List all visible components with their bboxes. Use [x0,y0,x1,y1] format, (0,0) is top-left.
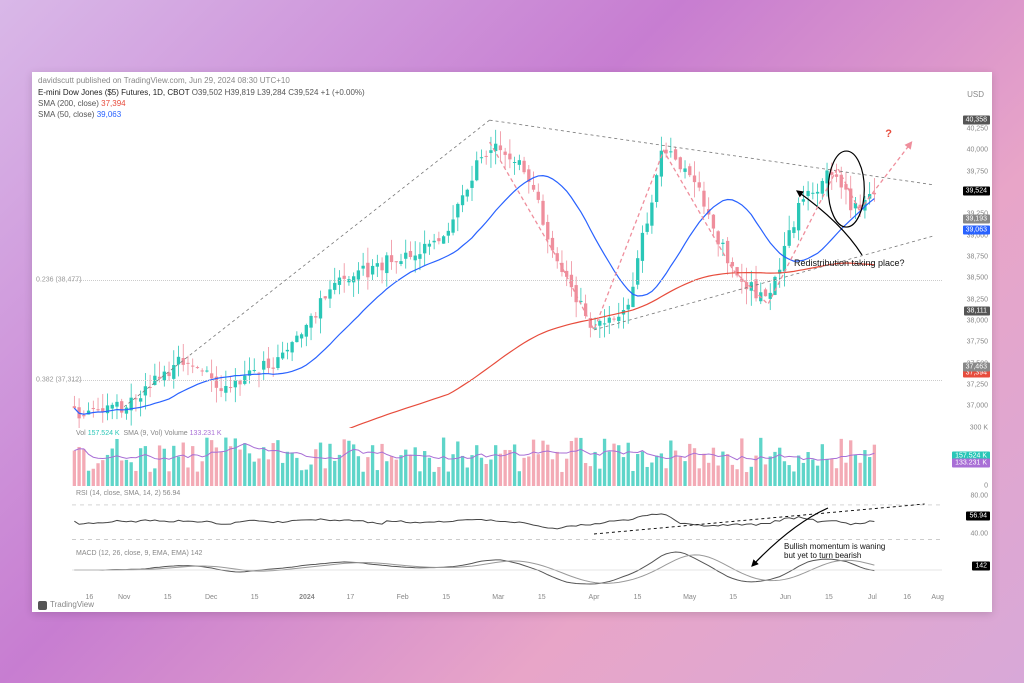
time-tick: Apr [589,594,600,601]
time-tick: Jun [780,594,791,601]
symbol-label: E-mini Dow Jones ($5) Futures, 1D, CBOT [38,88,189,97]
time-tick: May [683,594,696,601]
arrow-icon [742,504,832,574]
time-tick: 15 [251,594,259,601]
price-tick: 38,500 [967,275,988,282]
price-tick: 37,000 [967,403,988,410]
price-tick: 38,750 [967,253,988,260]
sma200-label: SMA (200, close) [38,99,99,108]
time-tick: 16 [903,594,911,601]
sma-alt-tag: 39,193 [963,215,990,224]
time-tick: 15 [729,594,737,601]
sma200-value: 37,394 [101,99,125,108]
tradingview-logo: TradingView [38,600,94,609]
time-tick: 15 [442,594,450,601]
sma50-tag: 39,063 [963,226,990,235]
price-tick: 39,750 [967,168,988,175]
price-tick: 38,000 [967,317,988,324]
time-tick: 15 [825,594,833,601]
price-tick: 40,250 [967,125,988,132]
attribution-text: davidscutt published on TradingView.com,… [32,72,992,85]
chart-panes: 40,25040,00039,75039,50039,25039,00038,7… [32,108,992,612]
volume-pane[interactable]: Vol 157.524 K SMA (9, Vol) Volume 133.23… [32,428,992,488]
time-tick: 15 [164,594,172,601]
volume-y-axis: 300 K157.524 K133.231 K0 [944,428,992,488]
time-tick: Nov [118,594,130,601]
time-tick: Mar [492,594,504,601]
x-tag: 37,463 [963,362,990,371]
last-tag: 39,524 [963,186,990,195]
time-tick: 15 [634,594,642,601]
ohlc-label: O39,502 H39,819 L39,284 C39,524 +1 (+0.0… [192,88,365,97]
high-tag: 40,358 [963,115,990,124]
price-tick: 40,000 [967,147,988,154]
macd-pane[interactable]: MACD (12, 26, close, 9, EMA, EMA) 142 14… [32,548,992,592]
time-tick: Feb [397,594,409,601]
price-y-axis: 40,25040,00039,75039,50039,25039,00038,7… [944,108,992,428]
time-tick: Aug [931,594,943,601]
volume-indicator-label: Vol 157.524 K SMA (9, Vol) Volume 133.23… [76,430,222,437]
currency-label: USD [967,90,984,99]
price-tick: 37,750 [967,339,988,346]
low-tag: 38,111 [964,307,990,316]
price-tick: 38,250 [967,296,988,303]
price-tick: 37,250 [967,381,988,388]
rsi-pane[interactable]: RSI (14, close, SMA, 14, 2) 56.94 80.005… [32,488,992,548]
price-overlay [72,108,942,428]
price-pane[interactable]: 40,25040,00039,75039,50039,25039,00038,7… [32,108,992,428]
time-tick: 2024 [299,594,315,601]
macd-indicator-label: MACD (12, 26, close, 9, EMA, EMA) 142 [76,550,202,557]
time-tick: Jul [868,594,877,601]
rsi-y-axis: 80.0056.9440.00 [944,488,992,548]
time-tick: 17 [346,594,354,601]
rsi-indicator-label: RSI (14, close, SMA, 14, 2) 56.94 [76,490,180,497]
time-tick: 15 [538,594,546,601]
time-tick: Dec [205,594,217,601]
chart-card: davidscutt published on TradingView.com,… [32,72,992,612]
time-axis: 16 Nov 15 Dec 15 2024 17 Feb 15 Mar 15 Apr 15 May 15 Ju… [32,594,992,608]
macd-y-axis: 142 [944,548,992,592]
